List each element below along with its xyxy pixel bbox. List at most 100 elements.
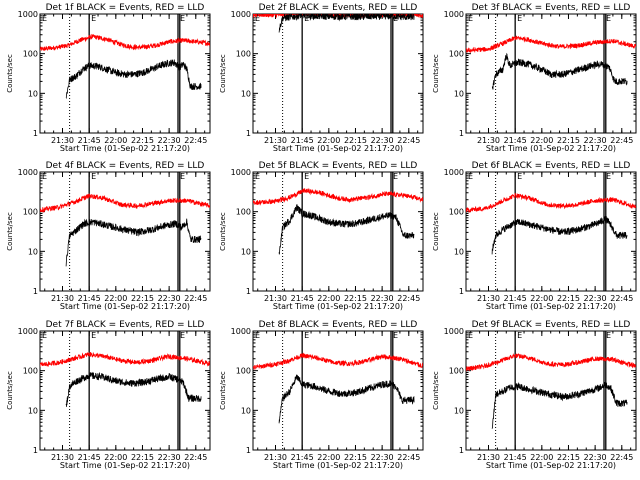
x-tick-label: 22:30 (158, 294, 181, 303)
lld-series-line (466, 35, 636, 54)
marker-label-right: E (606, 331, 611, 340)
x-tick-label: 22:00 (317, 136, 340, 145)
y-axis-label: Counts/sec (6, 54, 14, 93)
x-axis-label: Start Time (01-Sep-02 21:17:20) (486, 302, 616, 311)
x-tick-label: 21:45 (291, 136, 314, 145)
panel-title: Det 7f BLACK = Events, RED = LLD (46, 320, 205, 330)
x-tick-label: 21:45 (504, 453, 527, 462)
events-series-line (65, 59, 202, 100)
x-tick-label: 22:00 (317, 453, 340, 462)
series-group (253, 352, 423, 424)
y-tick-label: 1000 (444, 10, 464, 19)
x-tick-label: 22:45 (610, 453, 633, 462)
y-tick-label: 1 (459, 446, 464, 455)
x-tick-label: 21:30 (477, 294, 500, 303)
x-tick-label: 21:45 (78, 294, 101, 303)
y-axis-label: Counts/sec (219, 371, 227, 410)
y-axis-label: Counts/sec (219, 54, 227, 93)
marker-label-left: E (468, 14, 473, 23)
lld-series-line (40, 351, 210, 368)
y-tick-label: 10 (28, 247, 38, 256)
x-tick-label: 22:30 (584, 294, 607, 303)
marker-label-right: E (393, 331, 398, 340)
marker-label-left: E (255, 331, 260, 340)
x-axis-label: Start Time (01-Sep-02 21:17:20) (60, 302, 190, 311)
x-tick-label: 21:45 (504, 136, 527, 145)
events-series-line (278, 204, 415, 255)
y-tick-label: 100 (23, 367, 38, 376)
y-tick-label: 1000 (18, 168, 38, 177)
x-tick-label: 22:30 (584, 453, 607, 462)
x-tick-label: 22:30 (371, 294, 394, 303)
y-tick-label: 1 (33, 287, 38, 296)
panel-title: Det 8f BLACK = Events, RED = LLD (259, 320, 418, 330)
x-tick-label: 22:00 (530, 294, 553, 303)
y-tick-label: 1000 (231, 327, 251, 336)
lld-series-line (253, 187, 423, 206)
panel-det-1: Det 1f BLACK = Events, RED = LLD 1 10 100 10… (6, 3, 211, 153)
x-tick-label: 22:30 (371, 453, 394, 462)
x-tick-label: 21:30 (264, 453, 287, 462)
x-tick-label: 22:30 (158, 453, 181, 462)
series-group (253, 14, 423, 33)
lld-series-line (253, 352, 423, 371)
marker-label-peak: E (517, 172, 522, 181)
marker-label-right: E (393, 172, 398, 181)
y-tick-label: 10 (454, 406, 464, 415)
y-tick-label: 100 (236, 208, 251, 217)
x-tick-label: 21:30 (477, 136, 500, 145)
y-tick-label: 100 (23, 208, 38, 217)
y-tick-label: 10 (454, 89, 464, 98)
y-tick-label: 100 (449, 367, 464, 376)
y-axis-label: Counts/sec (432, 54, 440, 93)
series-group (253, 187, 423, 255)
panel-det-7: Det 7f BLACK = Events, RED = LLD 1 10 100 10… (6, 320, 211, 470)
y-axis-label: Counts/sec (6, 371, 14, 410)
y-tick-label: 1 (33, 446, 38, 455)
y-tick-label: 1 (459, 129, 464, 138)
y-tick-label: 1000 (231, 168, 251, 177)
marker-label-left: E (255, 172, 260, 181)
x-axis-label: Start Time (01-Sep-02 21:17:20) (273, 461, 403, 470)
series-group (466, 35, 636, 90)
x-tick-label: 22:30 (371, 136, 394, 145)
y-tick-label: 1000 (18, 10, 38, 19)
x-axis-label: Start Time (01-Sep-02 21:17:20) (273, 302, 403, 311)
panel-det-5: Det 5f BLACK = Events, RED = LLD 1 10 100 10… (219, 161, 424, 311)
y-tick-label: 1 (246, 287, 251, 296)
x-axis-label: Start Time (01-Sep-02 21:17:20) (60, 461, 190, 470)
y-tick-label: 1000 (231, 10, 251, 19)
plot-frame (39, 330, 211, 451)
panel-det-2: Det 2f BLACK = Events, RED = LLD 1 10 100 10… (219, 3, 424, 153)
y-tick-label: 100 (449, 50, 464, 59)
plot-frame (252, 171, 424, 292)
y-tick-label: 10 (28, 89, 38, 98)
panel-det-6: Det 6f BLACK = Events, RED = LLD 1 10 100 10… (432, 161, 637, 311)
series-group (466, 353, 636, 429)
x-tick-label: 22:15 (557, 136, 580, 145)
panel-title: Det 3f BLACK = Events, RED = LLD (472, 3, 631, 13)
y-tick-label: 1 (459, 287, 464, 296)
y-tick-label: 100 (236, 367, 251, 376)
x-tick-label: 21:45 (504, 294, 527, 303)
x-tick-label: 21:45 (291, 294, 314, 303)
events-series-line (65, 371, 202, 407)
lld-series-line (40, 33, 210, 51)
lld-series-line (466, 193, 636, 214)
y-tick-label: 10 (241, 247, 251, 256)
x-tick-label: 22:15 (131, 453, 154, 462)
marker-label-left: E (42, 331, 47, 340)
marker-label-left: E (255, 14, 260, 23)
marker-label-left: E (42, 14, 47, 23)
x-tick-label: 22:00 (530, 453, 553, 462)
x-axis-label: Start Time (01-Sep-02 21:17:20) (486, 461, 616, 470)
marker-label-peak: E (91, 172, 96, 181)
panel-det-3: Det 3f BLACK = Events, RED = LLD 1 10 100 10… (432, 3, 637, 153)
x-tick-label: 22:45 (397, 136, 420, 145)
x-tick-label: 22:45 (184, 453, 207, 462)
series-group (40, 351, 210, 407)
panel-title: Det 1f BLACK = Events, RED = LLD (46, 3, 205, 13)
x-tick-label: 22:15 (557, 294, 580, 303)
x-tick-label: 22:00 (317, 294, 340, 303)
